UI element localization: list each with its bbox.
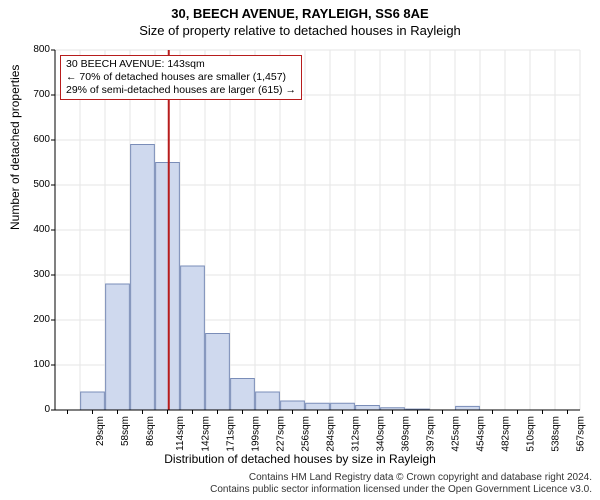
x-tick-label: 567sqm [575, 416, 586, 452]
x-tick-label: 538sqm [550, 416, 561, 452]
x-tick-label: 199sqm [250, 416, 261, 452]
x-tick-label: 312sqm [350, 416, 361, 452]
footer-line1: Contains HM Land Registry data © Crown c… [210, 472, 592, 484]
x-tick-label: 256sqm [300, 416, 311, 452]
annotation-box: 30 BEECH AVENUE: 143sqm ← 70% of detache… [60, 55, 302, 100]
x-tick-label: 114sqm [174, 416, 185, 451]
x-axis-label: Distribution of detached houses by size … [0, 452, 600, 466]
x-tick-label: 369sqm [400, 416, 411, 452]
annotation-line2: ← 70% of detached houses are smaller (1,… [66, 71, 296, 84]
y-tick-label: 700 [20, 89, 50, 100]
x-tick-label: 284sqm [325, 416, 336, 452]
x-tick-label: 227sqm [275, 416, 286, 452]
y-tick-label: 300 [20, 269, 50, 280]
y-tick-label: 800 [20, 44, 50, 55]
x-tick-label: 397sqm [425, 416, 436, 452]
chart-area [55, 50, 580, 410]
y-tick-label: 400 [20, 224, 50, 235]
y-tick-label: 600 [20, 134, 50, 145]
x-tick-label: 142sqm [200, 416, 211, 452]
x-tick-label: 425sqm [450, 416, 461, 452]
annotation-line1: 30 BEECH AVENUE: 143sqm [66, 58, 296, 71]
y-tick-label: 500 [20, 179, 50, 190]
x-tick-label: 86sqm [145, 416, 156, 446]
y-tick-label: 100 [20, 359, 50, 370]
x-tick-label: 454sqm [475, 416, 486, 452]
footer-credits: Contains HM Land Registry data © Crown c… [210, 472, 592, 496]
annotation-line3: 29% of semi-detached houses are larger (… [66, 84, 296, 97]
y-tick-label: 0 [20, 404, 50, 415]
x-tick-label: 340sqm [375, 416, 386, 452]
x-tick-label: 171sqm [225, 416, 236, 452]
histogram-plot [55, 50, 580, 410]
footer-line2: Contains public sector information licen… [210, 484, 592, 496]
x-tick-label: 482sqm [500, 416, 511, 452]
x-tick-label: 29sqm [95, 416, 106, 446]
subtitle: Size of property relative to detached ho… [0, 21, 600, 38]
address-title: 30, BEECH AVENUE, RAYLEIGH, SS6 8AE [0, 0, 600, 21]
y-tick-label: 200 [20, 314, 50, 325]
x-tick-label: 58sqm [120, 416, 131, 446]
x-tick-label: 510sqm [525, 416, 536, 452]
